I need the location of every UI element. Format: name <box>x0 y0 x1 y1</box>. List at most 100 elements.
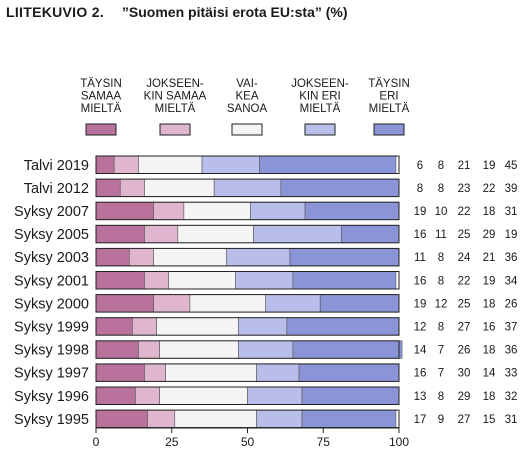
data-label: 8 <box>438 275 444 287</box>
bar-outline <box>95 201 400 221</box>
category-label: Syksy 2003 <box>14 250 89 266</box>
bar-segment <box>132 317 157 336</box>
bar-segment <box>189 294 266 313</box>
data-label: 32 <box>505 391 518 403</box>
bar-segment <box>95 363 145 382</box>
bar-segment <box>144 225 179 244</box>
x-tick-label: 25 <box>165 435 179 449</box>
data-label: 12 <box>435 298 448 310</box>
bar-segment <box>95 409 148 428</box>
legend-label: SAMAA <box>81 91 122 103</box>
category-label: Syksy 2005 <box>14 227 89 243</box>
bar-segment <box>183 201 251 220</box>
legend-label: KIN ERI <box>299 91 341 103</box>
legend-label: KEA <box>235 91 258 103</box>
bar-segment <box>153 248 227 267</box>
bar-segment <box>95 386 136 405</box>
bar-row: Syksy 1998 14 7 26 18 36 <box>14 340 518 359</box>
legend-label: MIELTÄ <box>369 103 410 115</box>
legend-label: MIELTÄ <box>300 103 341 115</box>
bar-segment <box>113 155 139 174</box>
legend-label: MIELTÄ <box>81 103 122 115</box>
x-axis: 0 25 50 75 100 <box>93 427 409 449</box>
data-label: 22 <box>483 183 496 195</box>
bar-segment <box>292 340 403 359</box>
bar-outline <box>95 271 400 290</box>
data-label: 37 <box>505 321 518 333</box>
bar-segment <box>213 178 282 197</box>
data-label: 36 <box>505 345 518 357</box>
legend-label: VAI- <box>236 78 258 90</box>
data-label: 8 <box>417 183 423 195</box>
legend-swatch <box>159 123 191 136</box>
category-label: Syksy 2000 <box>14 296 89 312</box>
bar-segment <box>235 271 294 290</box>
data-label: 19 <box>414 298 427 310</box>
bar-outline <box>95 224 400 244</box>
bar-segment <box>225 248 291 267</box>
data-label: 16 <box>414 368 427 380</box>
category-label: Syksy 1995 <box>14 412 89 428</box>
data-label: 15 <box>483 414 496 426</box>
bar-segment <box>280 178 400 197</box>
bar-outline <box>95 363 400 382</box>
bar-row: Talvi 2019 6 8 21 19 45 <box>24 155 517 174</box>
bar-segment <box>286 317 400 336</box>
data-label: 26 <box>505 298 518 310</box>
data-label: 34 <box>505 275 518 287</box>
category-label: Syksy 2007 <box>14 204 89 220</box>
data-label: 29 <box>458 391 471 403</box>
data-label: 25 <box>458 298 471 310</box>
category-label: Syksy 1999 <box>14 319 89 335</box>
bar-segment <box>95 271 145 290</box>
data-label: 7 <box>438 368 444 380</box>
data-label: 27 <box>458 321 471 333</box>
bar-segment <box>256 409 303 428</box>
bar-segment <box>95 294 154 313</box>
data-label: 18 <box>483 298 496 310</box>
data-label: 10 <box>435 206 448 218</box>
legend-swatch <box>85 123 117 136</box>
bar-segment <box>95 225 145 244</box>
category-label: Syksy 2001 <box>14 273 89 289</box>
legend-swatch <box>231 123 263 136</box>
bar-segment <box>301 409 397 428</box>
data-label: 8 <box>438 252 444 264</box>
bar-segment <box>259 155 397 174</box>
legend-label: TÄYSIN <box>368 78 410 90</box>
bar-segment <box>341 225 400 244</box>
bar-outline <box>95 247 400 267</box>
bar-row: Syksy 1995 17 9 27 15 31 <box>14 409 517 429</box>
bar-segment <box>156 317 239 336</box>
bar-outline <box>95 386 400 405</box>
bar-row: Syksy 2005 16 11 25 29 19 <box>14 224 517 244</box>
data-label: 19 <box>483 275 496 287</box>
bar-row: Syksy 2007 19 10 22 18 31 <box>14 201 518 221</box>
bar-segment <box>153 201 185 220</box>
bar-outline <box>95 340 400 359</box>
bar-row: Syksy 1997 16 7 30 14 33 <box>14 363 517 382</box>
bar-segment <box>174 409 257 428</box>
bar-segment <box>289 248 400 267</box>
category-label: Talvi 2019 <box>24 158 89 174</box>
bar-segment <box>95 201 154 220</box>
data-label: 17 <box>414 414 427 426</box>
bar-segment <box>153 294 191 313</box>
data-label: 22 <box>458 206 471 218</box>
bar-segment <box>265 294 321 313</box>
bar-segment <box>95 155 115 174</box>
x-tick-label: 0 <box>93 435 100 449</box>
bar-row: Syksy 2003 11 8 24 21 36 <box>14 247 517 267</box>
bar-segment <box>238 317 288 336</box>
data-label: 11 <box>435 229 447 241</box>
bar-segment <box>238 340 294 359</box>
data-label: 8 <box>438 160 444 172</box>
bar-segment <box>129 248 154 267</box>
x-tick-label: 100 <box>389 435 409 449</box>
data-label: 31 <box>505 206 518 218</box>
data-label: 39 <box>505 183 518 195</box>
